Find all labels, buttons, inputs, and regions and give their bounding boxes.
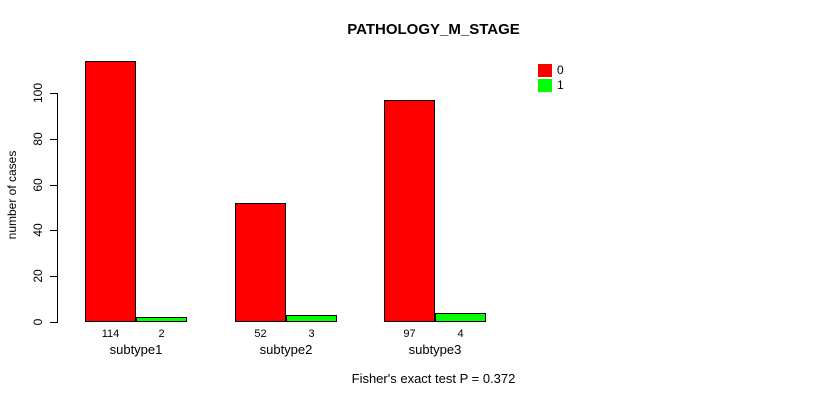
y-tick-label: 20 bbox=[31, 269, 45, 283]
y-tick bbox=[50, 276, 57, 277]
bar bbox=[384, 100, 435, 322]
category-label: subtype2 bbox=[259, 342, 313, 357]
y-tick bbox=[50, 322, 57, 323]
y-tick-label: 0 bbox=[31, 318, 45, 326]
legend-label: 0 bbox=[557, 63, 564, 77]
y-axis-label: number of cases bbox=[5, 150, 19, 240]
chart-title: PATHOLOGY_M_STAGE bbox=[347, 21, 520, 38]
bar-value-label: 52 bbox=[254, 328, 267, 340]
y-tick bbox=[50, 93, 57, 94]
bar bbox=[136, 317, 187, 322]
y-axis-line bbox=[57, 93, 58, 323]
legend-item: 0 bbox=[538, 64, 564, 77]
legend-swatch-icon bbox=[538, 64, 552, 77]
bar bbox=[85, 61, 136, 322]
bar-value-label: 97 bbox=[403, 328, 416, 340]
y-tick bbox=[50, 230, 57, 231]
y-tick bbox=[50, 139, 57, 140]
annotation-text: Fisher's exact test P = 0.372 bbox=[351, 371, 516, 386]
legend-swatch-icon bbox=[538, 79, 552, 92]
legend-label: 1 bbox=[557, 78, 564, 92]
y-tick-label: 40 bbox=[31, 223, 45, 237]
bar bbox=[286, 315, 337, 322]
legend-item: 1 bbox=[538, 79, 564, 92]
category-label: subtype3 bbox=[408, 342, 462, 357]
bar-value-label: 114 bbox=[101, 328, 120, 340]
bar bbox=[435, 313, 486, 322]
y-tick-label: 100 bbox=[31, 82, 45, 104]
bar-value-label: 3 bbox=[308, 328, 315, 340]
bar-value-label: 2 bbox=[158, 328, 165, 340]
bar-value-label: 4 bbox=[457, 328, 464, 340]
y-tick bbox=[50, 185, 57, 186]
bar bbox=[235, 203, 286, 322]
category-label: subtype1 bbox=[109, 342, 163, 357]
y-tick-label: 60 bbox=[31, 178, 45, 192]
y-tick-label: 80 bbox=[31, 132, 45, 146]
